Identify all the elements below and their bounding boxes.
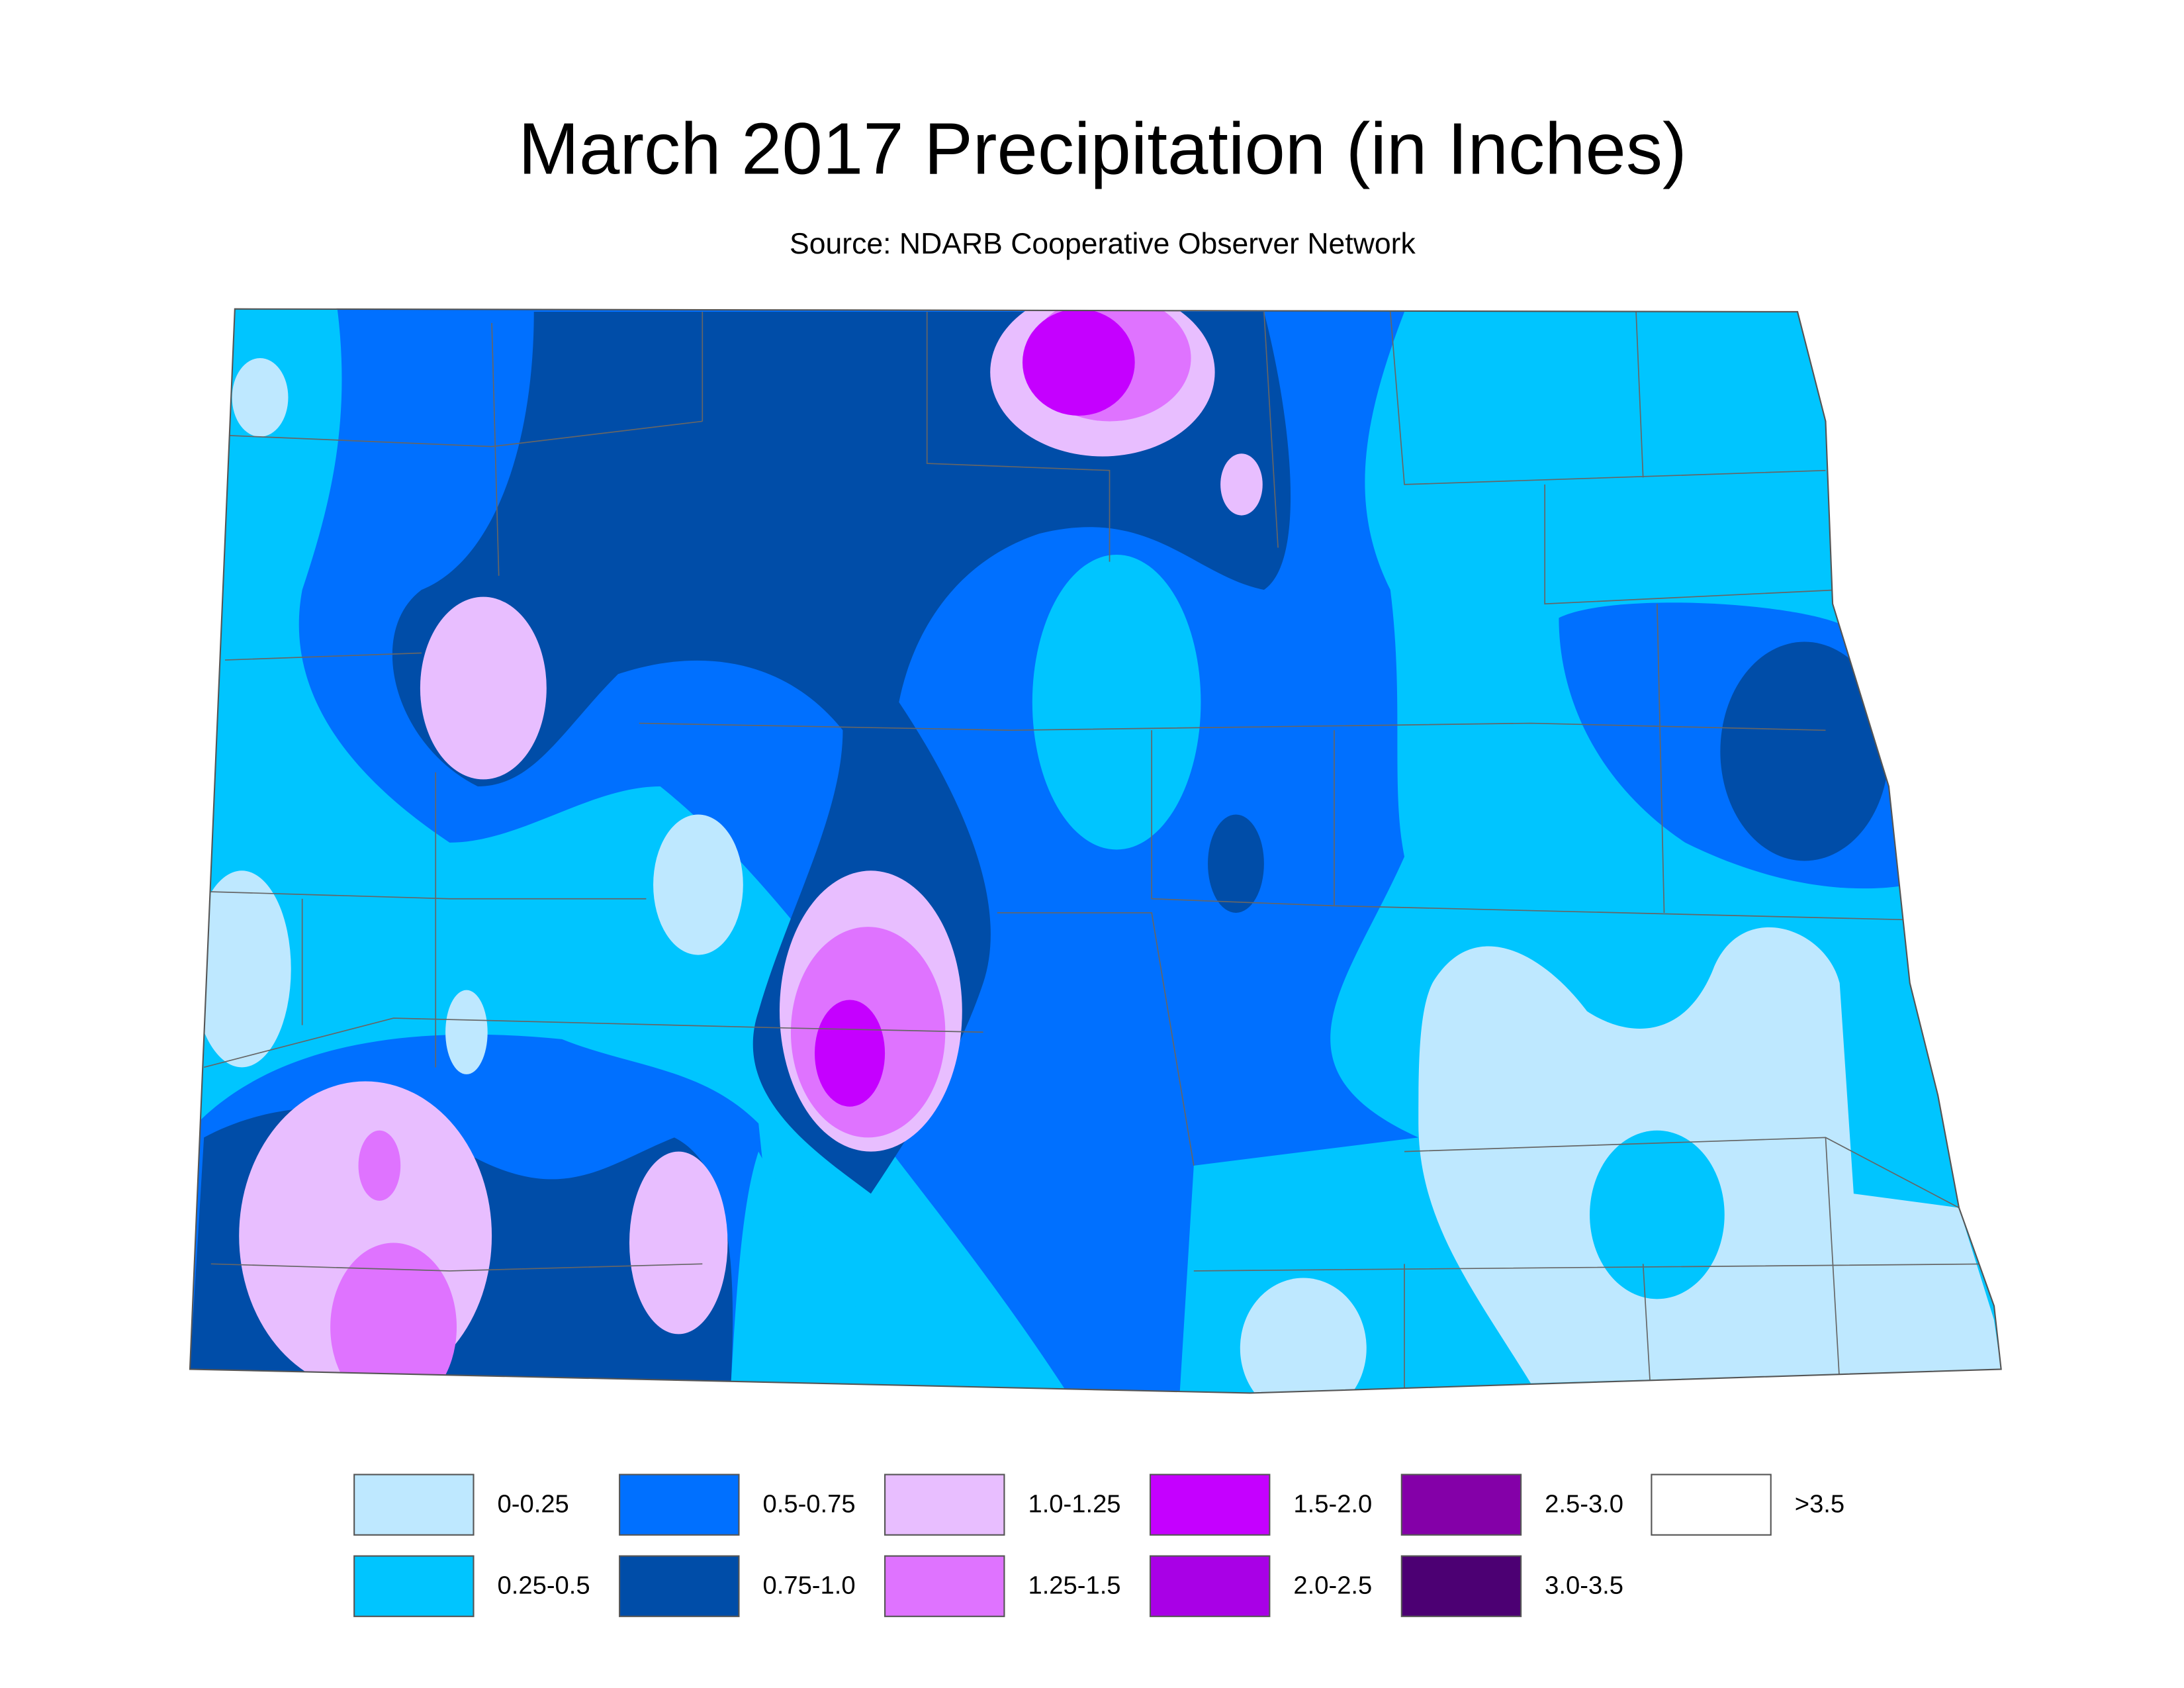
map-subtitle: Source: NDARB Cooperative Observer Netwo… <box>790 228 1416 260</box>
precip-zone <box>445 990 488 1074</box>
legend-swatch <box>1400 1474 1522 1536</box>
precip-zone <box>1022 308 1135 416</box>
legend-label: 0.75-1.0 <box>763 1571 856 1599</box>
legend-swatch <box>619 1474 740 1536</box>
legend: 0-0.25 0.25-0.5 0.5-0.75 0.75-1.0 1.0-1.25 1.… <box>353 1474 1844 1617</box>
precip-map <box>189 308 2001 1393</box>
legend-swatch <box>619 1555 740 1617</box>
legend-label: 0.5-0.75 <box>763 1489 856 1518</box>
precip-zone <box>330 1243 457 1393</box>
precip-zone <box>629 1151 728 1335</box>
legend-swatch <box>884 1474 1005 1536</box>
precip-zone <box>653 814 743 955</box>
precip-zone <box>232 357 289 437</box>
legend-label: 1.0-1.25 <box>1028 1489 1120 1518</box>
precip-zone <box>420 596 547 780</box>
precip-zone <box>1220 453 1263 516</box>
precip-zone <box>392 311 1291 1194</box>
county-lines <box>203 311 1995 1391</box>
precip-zone <box>815 1000 886 1107</box>
legend-label: 0-0.25 <box>498 1489 569 1518</box>
legend-label: 2.5-3.0 <box>1545 1489 1623 1518</box>
precip-zone <box>1418 927 2001 1383</box>
precip-zone <box>1720 641 1889 861</box>
legend-label: >3.5 <box>1795 1489 1844 1518</box>
precip-zone <box>730 1151 886 1393</box>
legend-label: 1.5-2.0 <box>1293 1489 1372 1518</box>
legend-swatch <box>1149 1474 1271 1536</box>
precip-zone <box>358 1130 401 1201</box>
precip-zone <box>1240 1278 1367 1393</box>
legend-swatch <box>1149 1555 1271 1617</box>
state-outline <box>189 308 2002 1394</box>
legend-label: 0.25-0.5 <box>498 1571 590 1599</box>
legend-label: 1.25-1.5 <box>1028 1571 1120 1599</box>
precip-zone <box>1590 1130 1725 1299</box>
legend-swatch <box>1400 1555 1522 1617</box>
legend-swatch <box>353 1555 475 1617</box>
legend-swatch <box>884 1555 1005 1617</box>
legend-label: 3.0-3.5 <box>1545 1571 1623 1599</box>
precip-zone <box>1032 554 1201 850</box>
legend-swatch <box>1651 1474 1772 1536</box>
legend-label: 2.0-2.5 <box>1293 1571 1372 1599</box>
legend-swatch <box>353 1474 475 1536</box>
precip-zone <box>193 870 291 1068</box>
precip-zone <box>1208 814 1264 913</box>
map-title: March 2017 Precipitation (in Inches) <box>518 109 1687 190</box>
